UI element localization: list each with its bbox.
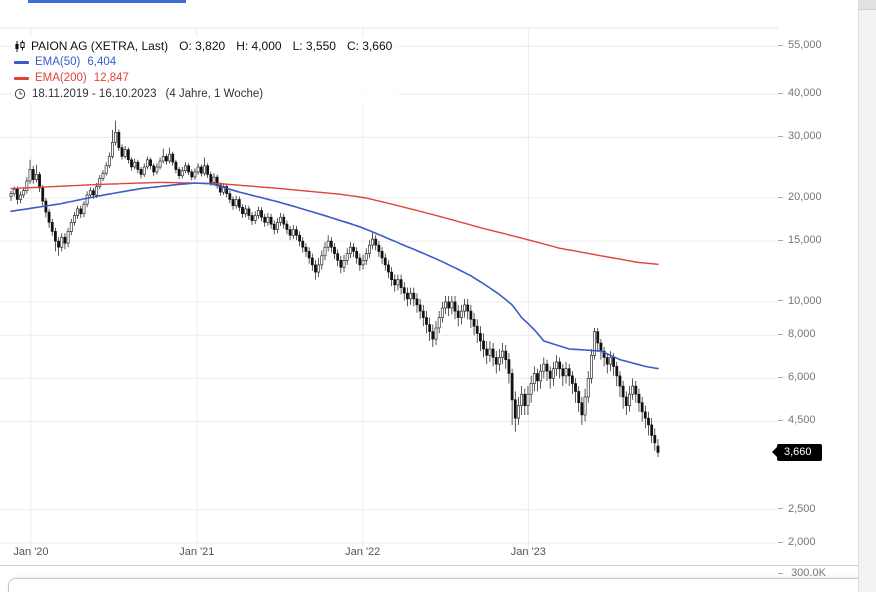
bottom-panel-edge (8, 578, 876, 592)
y-axis-tick: 15,000 (778, 234, 822, 246)
y-axis-tick: 40,000 (778, 87, 822, 99)
x-axis-tick: Jan '20 (13, 546, 49, 558)
symbol-label: PAION AG (XETRA, Last) (31, 39, 169, 53)
ema50-value: 6,404 (87, 56, 117, 68)
last-price-value: 3,660 (784, 445, 812, 458)
y-axis-tick: 20,000 (778, 191, 822, 203)
legend-ema200-row: EMA(200) 12,847 (14, 70, 392, 86)
ema50-label: EMA(50) (35, 56, 81, 68)
ema200-value: 12,847 (93, 72, 129, 84)
period-detail: (4 Jahre, 1 Woche) (165, 88, 264, 100)
volume-axis-tick: 300.0K (778, 567, 826, 579)
ohlc-open: O: 3,820 (179, 39, 226, 53)
clock-icon (14, 88, 26, 100)
ohlc-high: H: 4,000 (236, 39, 282, 53)
y-axis-tick: 6,000 (778, 371, 816, 383)
time-axis[interactable]: Jan '20 Jan '21 Jan '22 Jan '23 (0, 546, 778, 562)
y-axis-tick: 8,000 (778, 328, 816, 340)
y-axis-tick: 4,500 (778, 414, 816, 426)
last-price-badge: 3,660 (772, 443, 822, 461)
x-axis-tick: Jan '23 (510, 546, 546, 558)
legend-symbol-row: PAION AG (XETRA, Last) O: 3,820 H: 4,000… (14, 38, 392, 54)
scrollbar-button[interactable] (859, 0, 876, 10)
pane-divider[interactable] (0, 565, 858, 566)
x-axis-tick: Jan '22 (345, 546, 381, 558)
legend-period-row: 18.11.2019 - 16.10.2023 (4 Jahre, 1 Woch… (14, 86, 392, 102)
ohlc-close: C: 3,660 (346, 39, 393, 53)
legend-ema50-row: EMA(50) 6,404 (14, 54, 392, 70)
y-axis-tick: 2,000 (778, 536, 816, 548)
price-chart[interactable] (0, 0, 778, 566)
price-axis[interactable]: 55,000 40,000 30,000 20,000 15,000 10,000 8,00… (778, 0, 858, 592)
y-axis-tick: 10,000 (778, 295, 822, 307)
ema50-swatch (14, 60, 29, 64)
x-axis-tick: Jan '21 (179, 546, 215, 558)
date-range: 18.11.2019 - 16.10.2023 (32, 88, 157, 100)
chart-legend: PAION AG (XETRA, Last) O: 3,820 H: 4,000… (12, 36, 399, 104)
y-axis-tick: 2,500 (778, 503, 816, 515)
y-axis-tick: 55,000 (778, 39, 822, 51)
ema200-swatch (14, 76, 29, 80)
candlestick-icon (14, 40, 26, 53)
ema200-label: EMA(200) (35, 72, 87, 84)
top-loading-bar (28, 0, 186, 3)
scrollbar-track[interactable] (858, 0, 876, 592)
volume-tick-label: 300.0K (791, 567, 826, 579)
y-axis-tick: 30,000 (778, 130, 822, 142)
ohlc-low: L: 3,550 (292, 39, 336, 53)
